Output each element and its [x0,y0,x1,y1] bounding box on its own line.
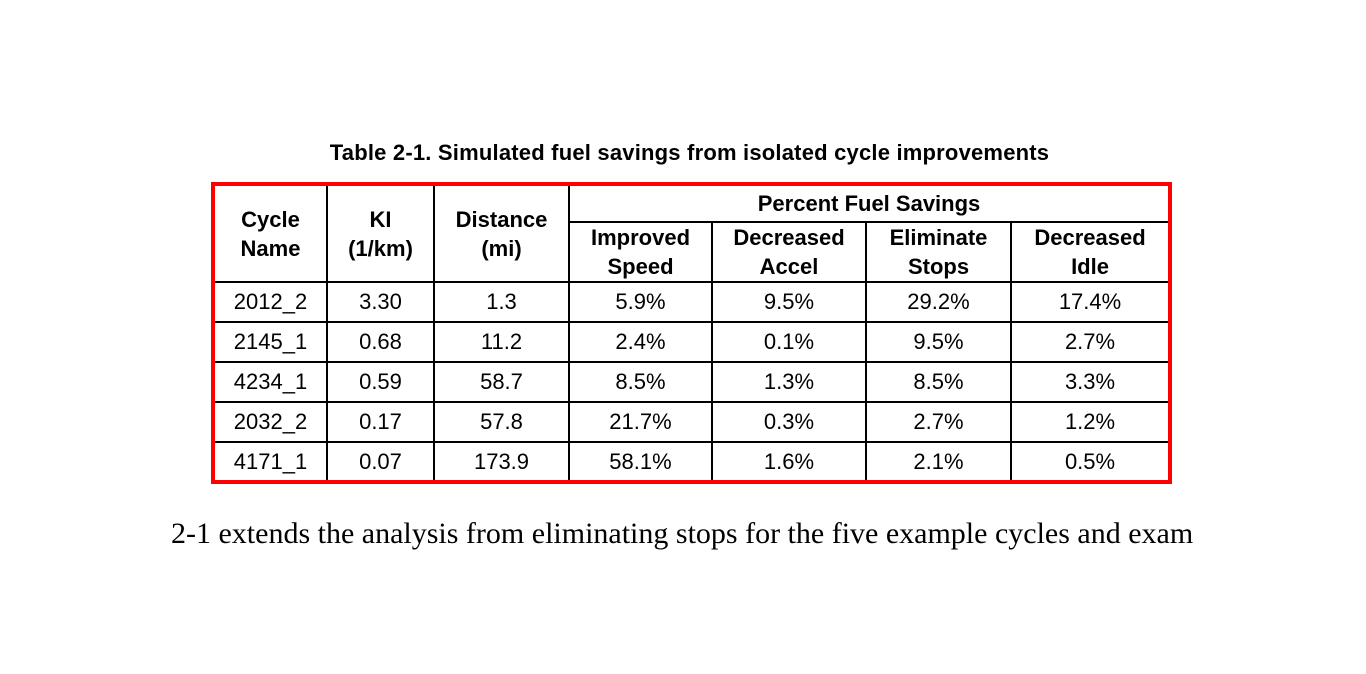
cell-decreased-idle: 1.2% [1009,401,1172,443]
table-row: 2145_1 0.68 11.2 2.4% 0.1% 9.5% 2.7% [212,321,1172,363]
header-line: KI [369,206,392,232]
header-line: Decreased [1034,225,1146,250]
table-row: 4234_1 0.59 58.7 8.5% 1.3% 8.5% 3.3% [212,361,1172,403]
header-line: Eliminate [889,225,988,250]
cell-improved-speed: 2.4% [568,321,713,363]
table-caption: Table 2-1. Simulated fuel savings from i… [329,140,1050,165]
cell-improved-speed: 58.1% [568,441,713,483]
header-line: Distance [455,206,548,232]
cell-cycle-name: 2032_2 [212,401,328,443]
cell-decreased-accel: 9.5% [711,281,867,323]
body-text: 2-1 extends the analysis from eliminatin… [171,517,1194,550]
table-header-row-2: Improved Speed Decreased Accel Eliminate… [213,221,1172,283]
cell-ki: 0.59 [326,361,435,403]
header-line: Name [240,235,301,261]
cell-distance: 58.7 [433,361,570,403]
cell-distance: 1.3 [433,281,570,323]
cell-improved-speed: 21.7% [568,401,713,443]
header-line: Stops [907,254,970,279]
cell-improved-speed: 5.9% [568,281,713,323]
cell-decreased-accel: 1.3% [711,361,867,403]
col-header-decreased-accel: Decreased Accel [711,221,867,283]
table-row: 4171_1 0.07 173.9 58.1% 1.6% 2.1% 0.5% [212,441,1172,483]
cell-ki: 0.07 [326,441,435,483]
cell-eliminate-stops: 29.2% [865,281,1012,323]
col-header-decreased-idle: Decreased Idle [1009,221,1172,283]
header-line: (mi) [481,235,522,261]
cell-distance: 173.9 [433,441,570,483]
col-header-cycle-name: Cycle Name [212,183,328,283]
cell-decreased-accel: 0.1% [711,321,867,363]
cell-distance: 57.8 [433,401,570,443]
col-header-distance: Distance (mi) [433,183,570,283]
cell-decreased-idle: 2.7% [1009,321,1172,363]
table-row: 2032_2 0.17 57.8 21.7% 0.3% 2.7% 1.2% [212,401,1172,443]
cell-ki: 3.30 [326,281,435,323]
cell-cycle-name: 2012_2 [212,281,328,323]
cell-eliminate-stops: 8.5% [865,361,1012,403]
header-line: Idle [1071,254,1109,279]
col-header-eliminate-stops: Eliminate Stops [865,221,1012,283]
table-header-row-1: Cycle Name KI (1/km) Distance (mi) Perce… [212,183,1172,283]
header-line: Cycle [241,206,300,232]
header-line: Improved [590,225,691,250]
cell-cycle-name: 4171_1 [212,441,328,483]
cell-decreased-accel: 0.3% [711,401,867,443]
cell-eliminate-stops: 9.5% [865,321,1012,363]
cell-ki: 0.17 [326,401,435,443]
cell-improved-speed: 8.5% [568,361,713,403]
cell-cycle-name: 2145_1 [212,321,328,363]
cell-ki: 0.68 [326,321,435,363]
header-line: (1/km) [348,235,413,261]
header-line: Speed [607,254,674,279]
cell-decreased-idle: 3.3% [1009,361,1172,403]
fuel-savings-table: Cycle Name KI (1/km) Distance (mi) Perce… [211,182,1173,484]
cell-eliminate-stops: 2.7% [865,401,1012,443]
col-header-improved-speed: Improved Speed [568,221,713,283]
cell-decreased-idle: 17.4% [1009,281,1172,323]
header-line: Accel [759,254,819,279]
table-row: 2012_2 3.30 1.3 5.9% 9.5% 29.2% 17.4% [212,281,1172,323]
cell-distance: 11.2 [433,321,570,363]
cell-cycle-name: 4234_1 [212,361,328,403]
header-line: Decreased [733,225,845,250]
cell-decreased-accel: 1.6% [711,441,867,483]
cell-decreased-idle: 0.5% [1009,441,1172,483]
col-header-ki: KI (1/km) [326,183,435,283]
group-header-percent-fuel-savings: Percent Fuel Savings [567,183,1172,223]
cell-eliminate-stops: 2.1% [865,441,1012,483]
